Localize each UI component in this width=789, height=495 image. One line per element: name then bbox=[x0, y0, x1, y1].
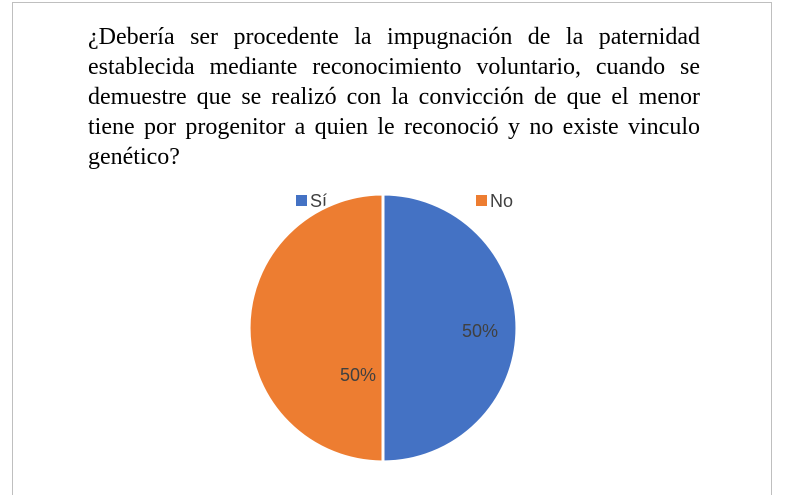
chart-frame bbox=[12, 2, 772, 495]
data-label: 50% bbox=[340, 365, 376, 385]
pie-slice bbox=[247, 192, 385, 464]
legend-label: No bbox=[490, 191, 513, 211]
legend-swatch bbox=[296, 195, 307, 206]
data-label: 50% bbox=[462, 321, 498, 341]
legend-swatch bbox=[476, 195, 487, 206]
chart-title: ¿Debería ser procedente la impugnación d… bbox=[88, 24, 700, 170]
legend-label: Sí bbox=[310, 191, 327, 211]
pie-slice bbox=[381, 192, 519, 464]
